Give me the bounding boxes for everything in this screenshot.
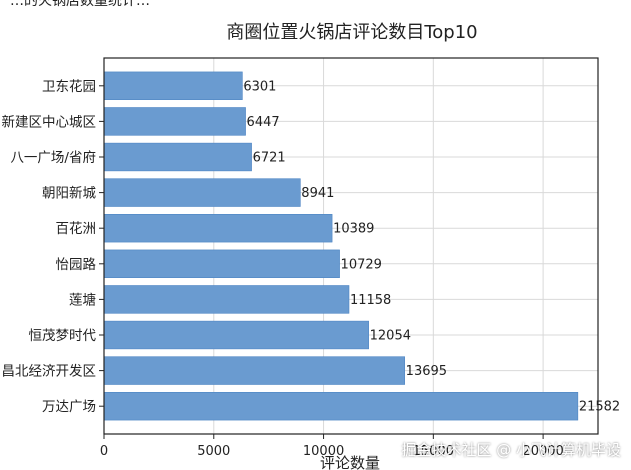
y-tick-label: 八一广场/省府 bbox=[10, 150, 96, 166]
y-tick-label: 莲塘 bbox=[69, 292, 96, 308]
x-tick-label: 20000 bbox=[522, 444, 563, 459]
x-tick-label: 15000 bbox=[413, 444, 454, 459]
bar-value-label: 10389 bbox=[333, 222, 374, 237]
bar bbox=[103, 71, 243, 100]
bar-value-label: 13695 bbox=[406, 364, 447, 379]
bar-value-label: 11158 bbox=[350, 293, 391, 308]
y-tick-label: 怡园路 bbox=[56, 257, 97, 273]
plot-frame bbox=[103, 57, 599, 435]
y-tick-label: 万达广场 bbox=[42, 399, 96, 415]
y-tick-label: 新建区中心城区 bbox=[2, 114, 97, 130]
bar-value-label: 6721 bbox=[253, 151, 286, 166]
y-tick-label: 卫东花园 bbox=[42, 79, 96, 95]
bar-value-label: 8941 bbox=[301, 186, 334, 201]
bar bbox=[103, 285, 350, 314]
bar bbox=[103, 107, 246, 136]
bar-value-label: 10729 bbox=[341, 257, 382, 272]
bar bbox=[103, 356, 405, 385]
bar bbox=[103, 142, 252, 172]
x-tick-label: 0 bbox=[100, 444, 108, 459]
bar-value-labels: 6301 6447 6721 8941 10389 10729 11158 12054 1369… bbox=[243, 79, 620, 414]
watermark: 掘金技术社区 @ 小飞计算机毕设 bbox=[401, 441, 621, 459]
bar-value-label: 6301 bbox=[243, 79, 276, 94]
bar-value-label: 6447 bbox=[247, 115, 280, 130]
x-axis-label: 评论数量 bbox=[320, 454, 380, 470]
bar-value-label: 12054 bbox=[370, 329, 411, 344]
bar bbox=[103, 249, 340, 278]
bar bbox=[103, 178, 301, 207]
y-tick-label: 百花洲 bbox=[56, 221, 97, 237]
cut-top-text: …的火锅店数量统计… bbox=[10, 0, 150, 9]
bar bbox=[103, 392, 579, 421]
x-tick-label: 10000 bbox=[303, 444, 344, 459]
y-axis-ticks: 卫东花园新建区中心城区八一广场/省府朝阳新城百花洲怡园路莲塘恒茂梦时代昌北经济开… bbox=[2, 79, 104, 415]
bar bbox=[103, 320, 369, 350]
y-tick-label: 昌北经济开发区 bbox=[2, 364, 97, 380]
bars bbox=[103, 71, 579, 421]
y-tick-label: 朝阳新城 bbox=[42, 186, 96, 202]
x-tick-label: 5000 bbox=[197, 444, 230, 459]
chart-title: 商圈位置火锅店评论数目Top10 bbox=[226, 22, 477, 43]
bar-value-label: 21582 bbox=[579, 400, 620, 415]
bar bbox=[103, 214, 333, 243]
x-axis-ticks: 0 5000 10000 15000 20000 bbox=[100, 434, 564, 459]
y-tick-label: 恒茂梦时代 bbox=[29, 327, 97, 344]
